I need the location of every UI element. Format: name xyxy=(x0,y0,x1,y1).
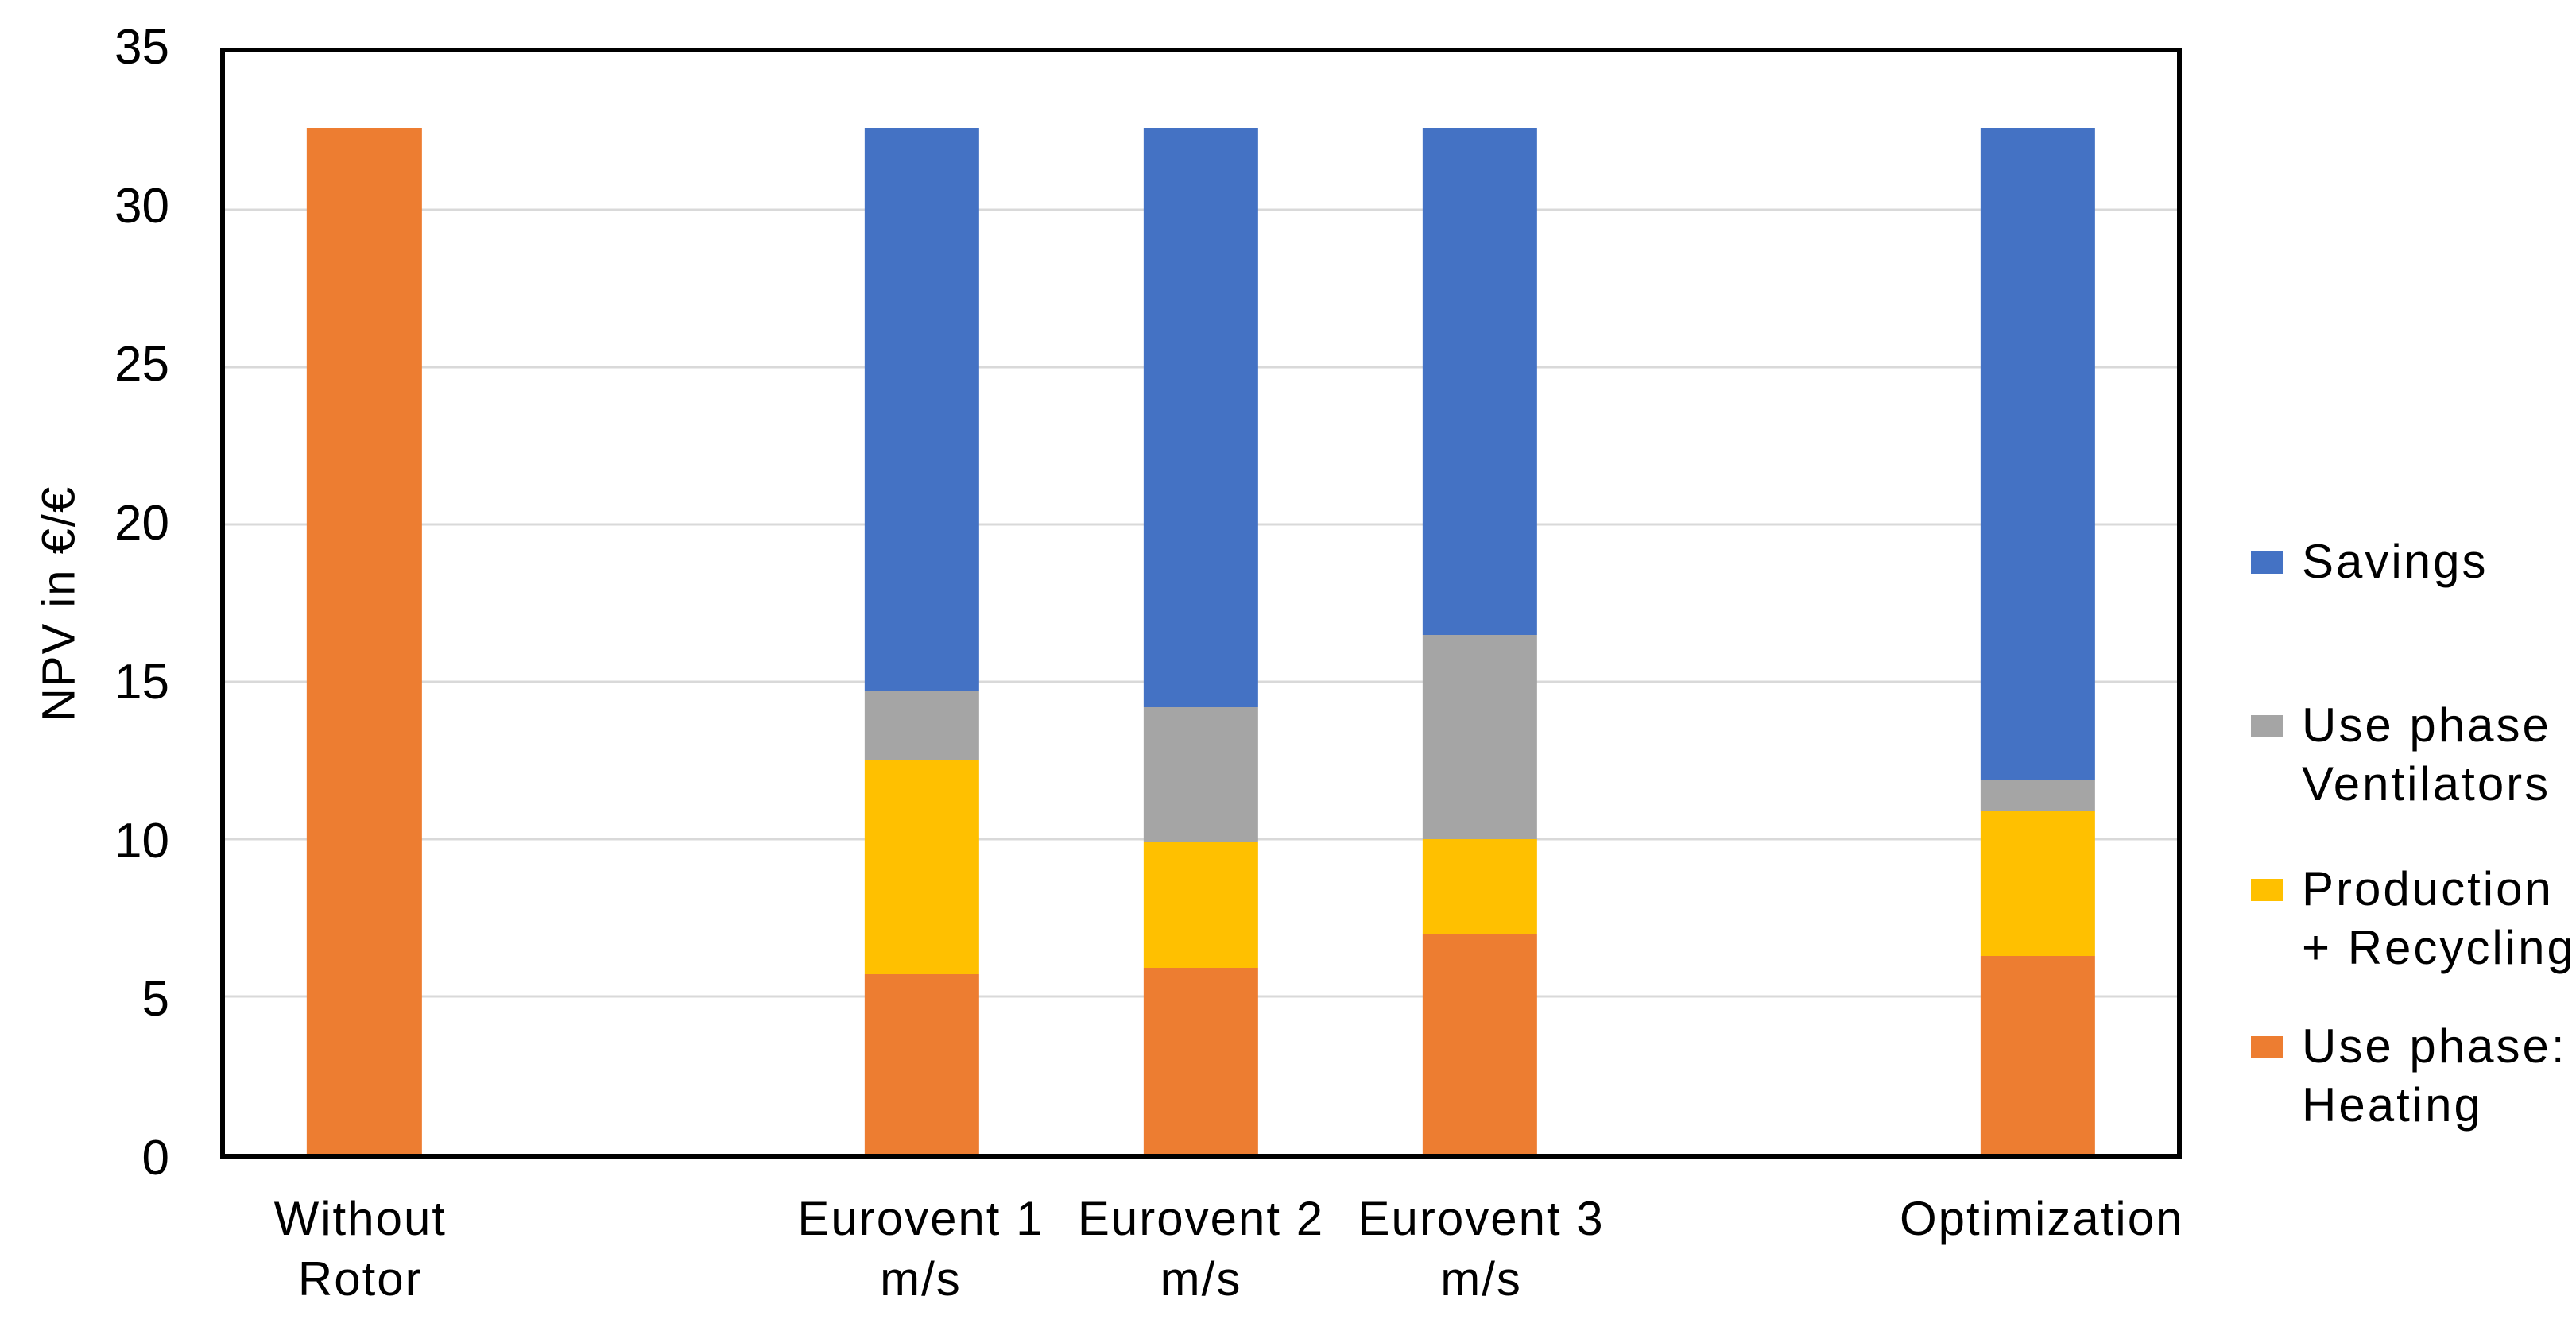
bar-segment xyxy=(865,760,980,975)
bar-segment xyxy=(1422,839,1537,934)
x-category-label: Eurovent 3 m/s xyxy=(1358,1192,1605,1306)
bar-segment xyxy=(1143,128,1259,707)
bar-segment xyxy=(1980,128,2095,780)
x-category-label: Eurovent 1 m/s xyxy=(797,1192,1044,1306)
y-tick-label: 35 xyxy=(114,20,169,75)
y-tick-label: 5 xyxy=(141,972,169,1027)
legend-item: Use phase Ventilators xyxy=(2251,696,2551,814)
y-tick-label: 15 xyxy=(114,654,169,710)
x-category-label: Without Rotor xyxy=(273,1192,447,1306)
bar-segment xyxy=(865,128,980,691)
stacked-bar xyxy=(1143,52,1259,1154)
bar-segment xyxy=(865,691,980,760)
bar-segment xyxy=(1143,968,1259,1154)
bar-segment xyxy=(1422,128,1537,635)
legend-item: Use phase: Heating xyxy=(2251,1017,2567,1135)
legend-label: Production + Recycling xyxy=(2302,862,2576,974)
x-category-label: Optimization xyxy=(1899,1192,2184,1245)
legend-color-chip xyxy=(2251,715,2283,737)
stacked-bar xyxy=(1422,52,1537,1154)
bar-segment xyxy=(1980,955,2095,1154)
bar-segment xyxy=(865,974,980,1154)
y-tick-label: 0 xyxy=(141,1131,169,1186)
legend-item: Production + Recycling xyxy=(2251,860,2576,977)
y-axis-tick-labels: 0 5 10 15 20 25 30 35 xyxy=(0,23,169,1183)
stacked-bar xyxy=(1980,52,2095,1154)
bar-segment xyxy=(1980,811,2095,956)
x-axis-category-labels: Without Rotor Eurovent 1 m/s Eurovent 2 m/… xyxy=(220,1189,2184,1324)
stacked-bar xyxy=(865,52,980,1154)
legend-label: Use phase: Heating xyxy=(2302,1020,2567,1132)
bar-segment xyxy=(1143,842,1259,969)
y-tick-label: 20 xyxy=(114,496,169,551)
bar-segment xyxy=(307,128,422,1154)
legend-color-chip xyxy=(2251,879,2283,901)
bar-segment xyxy=(1422,933,1537,1154)
legend: Savings Use phase Ventilators Production +… xyxy=(2251,0,2576,1331)
bar-segment xyxy=(1980,779,2095,811)
legend-color-chip xyxy=(2251,551,2283,574)
x-category-label: Eurovent 2 m/s xyxy=(1077,1192,1325,1306)
y-tick-label: 10 xyxy=(114,813,169,869)
legend-label: Savings xyxy=(2302,535,2489,588)
legend-item: Savings xyxy=(2251,532,2488,591)
bar-segment xyxy=(1143,706,1259,842)
stacked-bar xyxy=(307,52,422,1154)
y-tick-label: 25 xyxy=(114,337,169,393)
bar-segment xyxy=(1422,634,1537,839)
legend-label: Use phase Ventilators xyxy=(2302,698,2551,811)
plot-area xyxy=(220,48,2182,1159)
legend-color-chip xyxy=(2251,1036,2283,1058)
y-tick-label: 30 xyxy=(114,178,169,234)
